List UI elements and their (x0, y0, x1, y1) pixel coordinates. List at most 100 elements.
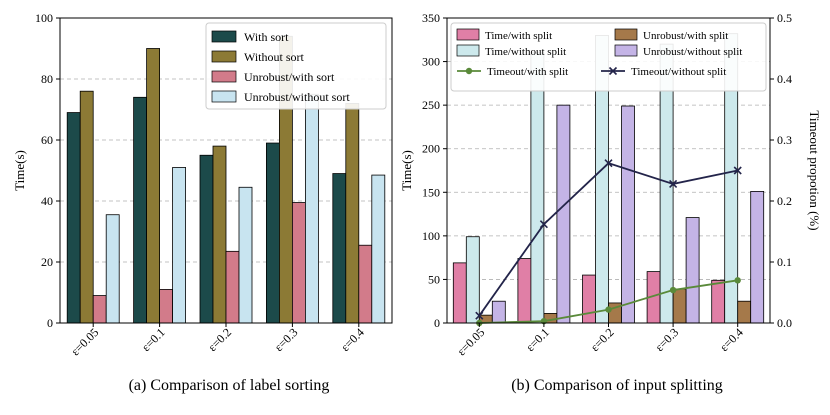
legend-marker (465, 67, 473, 75)
bar (172, 167, 187, 324)
line-point (475, 311, 484, 320)
y-axis-label: Time(s) (12, 150, 27, 191)
bar (685, 217, 700, 324)
bar (371, 174, 386, 324)
legend-label: Unrobust/with split (643, 30, 728, 42)
bar (159, 289, 174, 324)
legend-label: Time/without split (485, 46, 566, 58)
bar (212, 145, 227, 324)
x-tick-label: ε=0.3 (272, 325, 301, 354)
x-tick-label: ε=0.1 (523, 325, 552, 354)
x-tick-label: ε=0.2 (205, 325, 234, 354)
legend-label: Unrobust/without sort (244, 90, 350, 104)
legend-box (205, 22, 387, 110)
caption-b: (b) Comparison of input splitting (511, 377, 723, 394)
bar (225, 250, 240, 324)
legend-swatch (614, 28, 638, 41)
bar (582, 274, 596, 324)
bar (332, 173, 347, 324)
bar (672, 288, 687, 324)
line-point (604, 159, 613, 168)
legend-label: Unrobust/with sort (244, 70, 335, 84)
legend-swatch (211, 50, 237, 63)
y-tick-label: 0 (434, 316, 440, 330)
x-tick-label: ε=0.4 (338, 325, 367, 354)
y-tick-label: 100 (422, 229, 440, 243)
y-tick-label: 60 (41, 133, 53, 147)
bar (491, 300, 506, 324)
line-point (605, 306, 612, 313)
y-tick-label: 200 (422, 142, 440, 156)
y-tick-label: 150 (422, 185, 440, 199)
legend-swatch (614, 44, 638, 57)
y-right-tick-label: 0.5 (777, 11, 792, 25)
legend-swatch (211, 90, 237, 103)
bar (345, 103, 360, 324)
bar (92, 295, 107, 324)
x-tick-label: ε=0.05 (68, 325, 101, 358)
line-point (669, 286, 677, 294)
y-right-tick-label: 0.2 (777, 194, 792, 208)
bar (711, 279, 726, 324)
y-axis-label: Time(s) (399, 150, 414, 191)
bar (358, 244, 373, 324)
y-right-tick-label: 0.1 (777, 255, 792, 269)
line-point (539, 220, 548, 229)
bar (199, 154, 214, 324)
bar (530, 52, 545, 324)
bar (517, 258, 532, 324)
bar (238, 186, 253, 324)
bar (737, 300, 752, 324)
y-tick-label: 20 (41, 255, 53, 269)
bar (133, 96, 148, 324)
caption-a: (a) Comparison of label sorting (129, 377, 330, 394)
bar (79, 90, 94, 324)
x-tick-label: ε=0.4 (717, 325, 746, 354)
bar (66, 112, 81, 324)
bar (265, 142, 280, 324)
legend-label: Timeout/without split (631, 66, 726, 78)
legend-box (450, 22, 767, 92)
y-tick-label: 250 (422, 98, 440, 112)
legend-label: Timeout/with split (487, 66, 568, 78)
bar (105, 214, 120, 324)
legend-label: With sort (244, 30, 289, 44)
chart-input-splitting: 0 50 100 150 200 250 300 350 0.0 0.1 0.2 0.3 0.4 0.5 T… (399, 11, 822, 358)
legend-swatch (211, 30, 237, 43)
x-tick-label: ε=0.1 (139, 325, 168, 354)
legend-label: Unrobust/without split (643, 46, 742, 58)
y-tick-label: 40 (41, 194, 53, 208)
y-tick-label: 0 (47, 316, 53, 330)
bar (750, 191, 765, 324)
line-point (733, 166, 742, 175)
y-right-tick-label: 0.4 (777, 72, 792, 86)
legend-marker (608, 66, 618, 76)
line-point (669, 179, 678, 188)
bar (452, 262, 467, 324)
legend-label: Time/with split (485, 30, 552, 42)
legend-swatch (456, 44, 480, 57)
bar (621, 105, 635, 324)
legend-swatch (211, 70, 237, 83)
y-tick-label: 80 (41, 72, 53, 86)
bar (304, 93, 319, 324)
y-right-axis-label: Timeout propotion (%) (807, 110, 822, 230)
y-tick-label: 50 (428, 272, 440, 286)
y-right-tick-label: 0.0 (777, 316, 792, 330)
legend-swatch (456, 28, 480, 41)
bar (146, 48, 161, 324)
bar (465, 236, 480, 324)
legend-label: Without sort (244, 50, 305, 64)
line-point (734, 277, 741, 284)
y-tick-label: 300 (422, 55, 440, 69)
bar (556, 104, 571, 324)
y-tick-label: 350 (422, 11, 440, 25)
y-tick-label: 100 (35, 11, 53, 25)
bar (291, 202, 306, 324)
x-tick-label: ε=0.3 (652, 325, 681, 354)
chart-label-sorting: 0 20 40 60 80 100 ε=0.05 ε=0.1 ε=0.2 ε=0.3 ε=0.4 Ti… (12, 11, 393, 358)
y-right-tick-label: 0.3 (777, 133, 792, 147)
x-tick-label: ε=0.05 (454, 325, 487, 358)
x-tick-label: ε=0.2 (588, 325, 617, 354)
